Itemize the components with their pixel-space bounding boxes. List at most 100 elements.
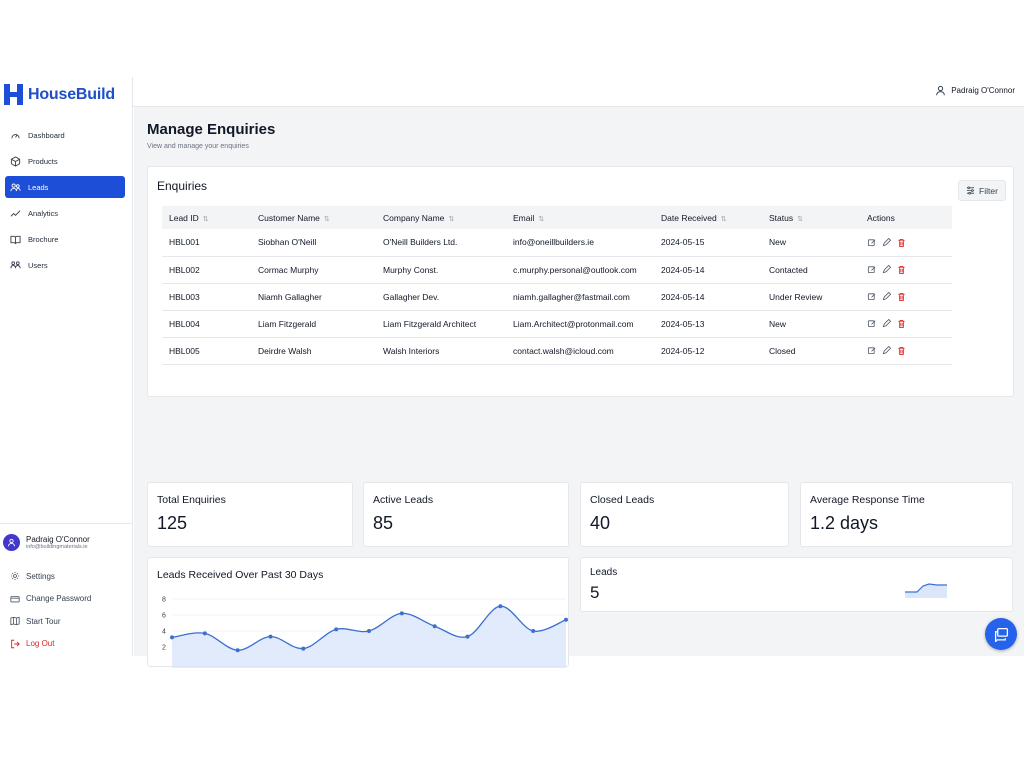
data-point[interactable] <box>235 648 240 653</box>
trash-icon[interactable] <box>897 319 906 328</box>
table-cell: Under Review <box>769 291 823 302</box>
trash-icon[interactable] <box>897 346 906 355</box>
pencil-icon[interactable] <box>882 292 891 301</box>
chart-line-icon <box>10 209 21 217</box>
sort-icon[interactable]: ⇅ <box>538 215 545 223</box>
edit-icon[interactable] <box>867 238 876 247</box>
map-icon <box>10 616 20 626</box>
pencil-icon[interactable] <box>882 319 891 328</box>
edit-icon[interactable] <box>867 346 876 355</box>
column-header[interactable]: Email ⇅ <box>506 206 654 229</box>
column-header[interactable]: Customer Name ⇅ <box>251 206 376 229</box>
data-point[interactable] <box>367 629 371 633</box>
table-row[interactable]: HBL005 Deirdre Walsh Walsh Interiors contac… <box>162 337 952 364</box>
sort-icon[interactable]: ⇅ <box>202 215 209 223</box>
table-row[interactable]: HBL003 Niamh Gallagher Gallagher Dev. niamh… <box>162 283 952 310</box>
pencil-icon[interactable] <box>882 346 891 355</box>
data-point[interactable] <box>334 627 339 632</box>
sidebar-item-label: Brochure <box>28 234 59 244</box>
chart-title: Leads Received Over Past 30 Days <box>157 569 324 581</box>
trash-icon[interactable] <box>897 238 906 247</box>
leads-sparkline <box>905 583 947 598</box>
data-point[interactable] <box>202 631 207 636</box>
header-user-menu[interactable]: Padraig O'Connor <box>935 85 1015 96</box>
start-tour-link[interactable]: Start Tour <box>0 610 133 633</box>
column-header-label: Actions <box>867 212 895 223</box>
trash-icon[interactable] <box>897 265 906 274</box>
table-cell: New <box>769 237 787 248</box>
change-password-link[interactable]: Change Password <box>0 588 133 611</box>
data-point[interactable] <box>498 604 503 609</box>
sidebar-item-label: Products <box>28 156 58 166</box>
edit-icon[interactable] <box>867 265 876 274</box>
sort-icon[interactable]: ⇅ <box>797 215 803 223</box>
pencil-icon[interactable] <box>882 265 891 274</box>
sidebar-item-leads[interactable]: Leads <box>5 176 125 198</box>
table-cell: Walsh Interiors <box>383 345 440 356</box>
data-point[interactable] <box>301 646 306 651</box>
y-tick-label: 8 <box>162 597 166 604</box>
change-password-label: Change Password <box>26 594 92 604</box>
column-header-label: Company Name <box>383 212 445 223</box>
sidebar-item-products[interactable]: Products <box>5 150 125 172</box>
sidebar-item-label: Dashboard <box>28 130 65 140</box>
header-user-name: Padraig O'Connor <box>951 86 1015 95</box>
sort-icon[interactable]: ⇅ <box>448 215 455 223</box>
chat-button[interactable] <box>985 618 1017 650</box>
data-point[interactable] <box>465 634 470 639</box>
column-header-label: Date Received <box>661 212 717 223</box>
column-header[interactable]: Company Name ⇅ <box>376 206 506 229</box>
table-cell: HBL001 <box>169 237 200 248</box>
pencil-icon[interactable] <box>882 237 891 247</box>
data-point[interactable] <box>170 635 174 640</box>
gear-icon <box>10 572 20 581</box>
enquiries-table: Lead ID ⇅ Customer Name ⇅ Company Name ⇅ Email… <box>162 206 952 365</box>
stat-value: 1.2 days <box>810 513 879 533</box>
table-cell: Deirdre Walsh <box>258 345 312 356</box>
filter-button[interactable]: Filter <box>958 180 1006 201</box>
stat-label: Active Leads <box>373 494 434 506</box>
data-point[interactable] <box>268 634 273 639</box>
table-row[interactable]: HBL002 Cormac Murphy Murphy Const. c.murphy… <box>162 256 952 283</box>
table-row[interactable]: HBL004 Liam Fitzgerald Liam Fitzgerald Arc… <box>162 310 952 337</box>
column-header[interactable]: Lead ID ⇅ <box>162 206 251 229</box>
y-tick-label: 6 <box>162 613 166 620</box>
data-point[interactable] <box>564 617 568 622</box>
column-header[interactable]: Date Received ⇅ <box>654 206 762 229</box>
data-point[interactable] <box>399 611 404 616</box>
data-point[interactable] <box>432 624 437 629</box>
table-row[interactable]: HBL001 Siobhan O'Neill O'Neill Builders Lt… <box>162 229 952 256</box>
table-cell: c.murphy.personal@outlook.com <box>513 264 637 275</box>
settings-link[interactable]: Settings <box>0 565 133 588</box>
chat-icon <box>994 627 1008 642</box>
logout-icon <box>11 639 20 648</box>
logo[interactable]: HouseBuild <box>4 84 115 105</box>
actions-cell <box>860 283 952 310</box>
column-header-label: Email <box>513 212 535 223</box>
edit-icon[interactable] <box>867 292 876 301</box>
sidebar-item-brochure[interactable]: Brochure <box>5 228 125 250</box>
table-cell: HBL002 <box>169 264 200 275</box>
table-cell: 2024-05-13 <box>661 318 705 329</box>
actions-cell <box>860 229 952 256</box>
edit-icon[interactable] <box>867 319 876 328</box>
logout-link[interactable]: Log Out <box>0 633 133 656</box>
sidebar-item-dashboard[interactable]: Dashboard <box>5 124 125 146</box>
sidebar-item-analytics[interactable]: Analytics <box>5 202 125 224</box>
stat-card-average-response-time: Average Response Time 1.2 days <box>800 482 1013 547</box>
leads-value: 5 <box>590 583 600 602</box>
sort-icon[interactable]: ⇅ <box>720 215 727 223</box>
house-logo-icon <box>4 84 25 105</box>
sidebar-item-users[interactable]: Users <box>5 254 125 276</box>
data-point[interactable] <box>531 629 536 633</box>
table-cell: New <box>769 318 787 329</box>
stat-card-total-enquiries: Total Enquiries 125 <box>147 482 353 547</box>
column-header[interactable]: Actions <box>860 206 952 229</box>
sidebar-user[interactable]: Padraig O'Connor info@buildingmaterials.… <box>0 534 133 551</box>
column-header[interactable]: Status ⇅ <box>762 206 860 229</box>
actions-cell <box>860 256 952 283</box>
main-content: Manage Enquiries View and manage your en… <box>134 107 1024 668</box>
table-header-row: Lead ID ⇅ Customer Name ⇅ Company Name ⇅ Email… <box>162 206 952 229</box>
trash-icon[interactable] <box>897 292 906 301</box>
sort-icon[interactable]: ⇅ <box>323 215 330 223</box>
